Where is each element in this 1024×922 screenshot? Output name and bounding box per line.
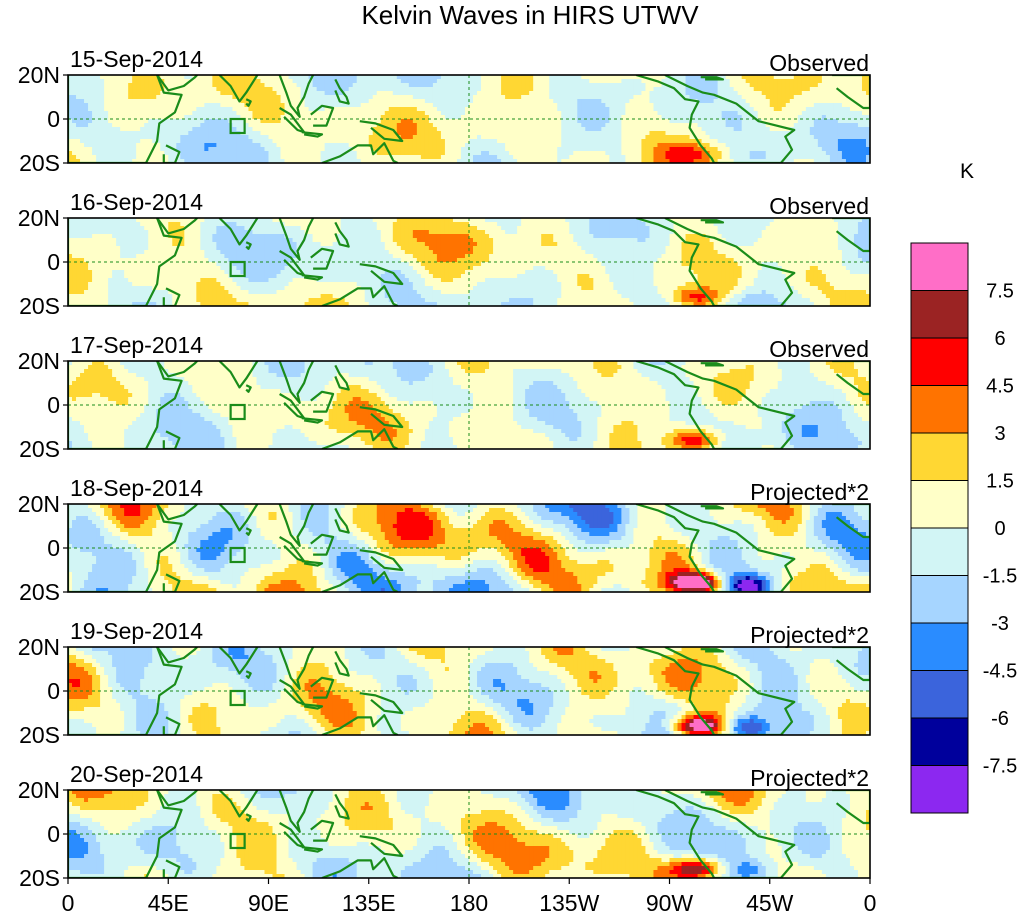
panel-label: Observed: [769, 193, 869, 219]
colorbar-swatch: [910, 527, 969, 576]
map-panel: 17-Sep-2014 Observed 20N 0 20S: [18, 332, 871, 462]
colorbar-level-label: 1.5: [986, 471, 1014, 493]
lat-tick-label: 20S: [19, 722, 60, 748]
coastlines: [68, 218, 870, 306]
coastlines: [68, 504, 870, 592]
colorbar-level-label: -3: [991, 613, 1009, 635]
lat-tick-label: 0: [47, 392, 60, 418]
colorbar-level-label: -7.5: [983, 756, 1017, 778]
lon-tick-label: 45E: [148, 890, 189, 916]
colorbar-legend: K 7.5 6 4.5 3 1.5 0 -1.5 -3 -4.5 -6 -7.5: [910, 160, 1017, 814]
lat-tick-label: 20S: [19, 150, 60, 176]
lat-tick-label: 0: [47, 249, 60, 275]
map-panel: 15-Sep-2014 Observed 20N 0 20S: [18, 46, 871, 176]
figure-title: Kelvin Waves in HIRS UTWV: [361, 0, 699, 30]
anomaly-field: [68, 790, 870, 878]
lat-tick-label: 20S: [19, 293, 60, 319]
panel-date: 17-Sep-2014: [70, 332, 203, 358]
map-panels: 15-Sep-2014 Observed 20N 0 20S 16-Sep-2014 Obs…: [18, 46, 871, 891]
anomaly-field: [68, 218, 870, 306]
coastlines: [68, 790, 870, 878]
colorbar-swatch: [910, 432, 969, 481]
lat-tick-label: 20N: [18, 205, 60, 231]
map-panel: 16-Sep-2014 Observed 20N 0 20S: [18, 189, 871, 319]
colorbar-level-label: 0: [994, 518, 1005, 540]
lat-tick-label: 0: [47, 106, 60, 132]
lon-tick-label: 90W: [646, 890, 694, 916]
panel-date: 19-Sep-2014: [70, 618, 203, 644]
map-panel: 18-Sep-2014 Projected*2 20N 0 20S: [18, 475, 871, 605]
colorbar-level-label: 7.5: [986, 281, 1014, 303]
colorbar-swatch: [910, 670, 969, 719]
lat-tick-label: 20N: [18, 777, 60, 803]
colorbar-swatch: [910, 290, 969, 339]
colorbar-level-label: 4.5: [986, 376, 1014, 398]
lat-tick-label: 20S: [19, 436, 60, 462]
colorbar-level-label: -4.5: [983, 661, 1017, 683]
lon-tick-label: 90E: [248, 890, 289, 916]
lat-tick-label: 0: [47, 535, 60, 561]
panel-label: Projected*2: [750, 765, 869, 791]
panel-date: 18-Sep-2014: [70, 475, 203, 501]
colorbar-swatch: [910, 385, 969, 434]
lat-tick-label: 20N: [18, 62, 60, 88]
colorbar-swatch: [910, 717, 969, 766]
lat-tick-label: 20S: [19, 865, 60, 891]
colorbar-swatch: [910, 765, 969, 814]
lon-tick-label: 0: [62, 890, 75, 916]
panel-date: 20-Sep-2014: [70, 761, 203, 787]
colorbar-swatch: [910, 242, 969, 291]
colorbar-swatch: [910, 622, 969, 671]
lon-tick-label: 135E: [342, 890, 396, 916]
colorbar-swatch: [910, 480, 969, 529]
panel-date: 15-Sep-2014: [70, 46, 203, 72]
anomaly-field: [68, 647, 870, 735]
panel-label: Observed: [769, 336, 869, 362]
coastlines: [68, 361, 870, 449]
colorbar-level-label: 6: [994, 328, 1005, 350]
panel-label: Projected*2: [750, 479, 869, 505]
anomaly-field: [68, 75, 870, 163]
map-panel: 19-Sep-2014 Projected*2 20N 0 20S: [18, 618, 871, 748]
lat-tick-label: 20N: [18, 491, 60, 517]
lon-tick-label: 135W: [539, 890, 599, 916]
colorbar-swatch: [910, 337, 969, 386]
lon-tick-label: 45W: [746, 890, 794, 916]
colorbar-unit: K: [960, 160, 974, 183]
lon-tick-label: 0: [864, 890, 877, 916]
panel-label: Observed: [769, 50, 869, 76]
lat-tick-label: 20S: [19, 579, 60, 605]
lat-tick-label: 0: [47, 678, 60, 704]
colorbar-swatch: [910, 575, 969, 624]
longitude-axis: 0 45E 90E 135E 180 135W 90W 45W 0: [62, 878, 877, 916]
colorbar-level-label: -1.5: [983, 566, 1017, 588]
anomaly-field: [68, 361, 870, 449]
lon-tick-label: 180: [450, 890, 488, 916]
lat-tick-label: 0: [47, 821, 60, 847]
map-panel: 20-Sep-2014 Projected*2 20N 0 20S: [18, 761, 871, 891]
lat-tick-label: 20N: [18, 348, 60, 374]
colorbar-level-label: 3: [994, 423, 1005, 445]
colorbar-level-label: -6: [991, 708, 1009, 730]
lat-tick-label: 20N: [18, 634, 60, 660]
panel-date: 16-Sep-2014: [70, 189, 203, 215]
panel-label: Projected*2: [750, 622, 869, 648]
coastlines: [68, 647, 870, 735]
